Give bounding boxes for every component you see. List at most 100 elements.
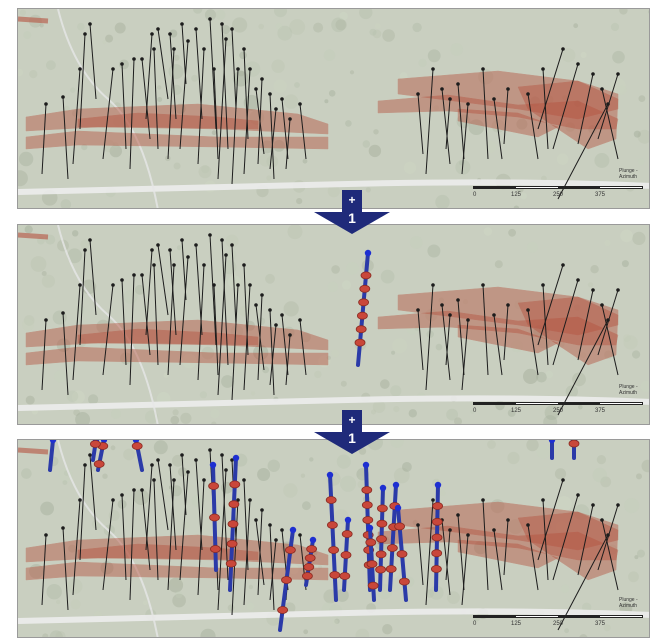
forest-texture bbox=[596, 455, 607, 465]
forest-texture bbox=[163, 372, 169, 378]
drillhole-collar bbox=[466, 318, 470, 322]
drill-intercept bbox=[361, 486, 373, 494]
drillhole-collar bbox=[440, 87, 444, 91]
forest-texture bbox=[123, 289, 138, 304]
forest-texture bbox=[357, 480, 366, 489]
ore-zone bbox=[18, 447, 49, 455]
existing-drillhole bbox=[457, 514, 465, 591]
drill-intercept bbox=[93, 460, 105, 468]
forest-texture bbox=[70, 87, 76, 93]
forest-texture bbox=[439, 490, 446, 496]
road bbox=[18, 179, 649, 195]
drillhole-collar bbox=[280, 97, 284, 101]
existing-drillhole bbox=[597, 73, 619, 140]
existing-drillhole bbox=[503, 304, 509, 361]
forest-texture bbox=[46, 60, 56, 71]
forest-texture bbox=[612, 50, 625, 64]
forest-texture bbox=[24, 225, 33, 234]
legend-line: Azimuth bbox=[619, 390, 638, 396]
existing-drillhole bbox=[269, 324, 277, 386]
drillhole-collar bbox=[456, 82, 460, 86]
forest-texture bbox=[113, 116, 123, 127]
legend-text: Plunge - Azimuth bbox=[619, 597, 645, 609]
forest-texture bbox=[39, 23, 44, 28]
ore-zone bbox=[25, 534, 329, 566]
forest-texture bbox=[170, 415, 180, 424]
existing-drillhole bbox=[153, 48, 159, 150]
forest-texture bbox=[153, 440, 168, 455]
down-arrow-icon bbox=[314, 190, 390, 234]
forest-texture bbox=[182, 353, 197, 369]
drillhole-collar bbox=[448, 528, 452, 532]
new-drillhole-collar bbox=[232, 454, 240, 462]
forest-texture bbox=[369, 28, 377, 36]
existing-drillhole bbox=[141, 58, 151, 140]
forest-texture bbox=[262, 366, 270, 374]
drillhole-collar bbox=[168, 248, 172, 252]
forest-texture bbox=[580, 51, 587, 59]
drill-intercept bbox=[131, 442, 143, 450]
forest-texture bbox=[487, 440, 496, 449]
existing-drillhole bbox=[179, 471, 189, 581]
existing-drillhole bbox=[281, 314, 289, 376]
existing-drillhole bbox=[157, 244, 169, 316]
existing-drillhole bbox=[79, 33, 86, 130]
forest-texture bbox=[55, 631, 66, 637]
forest-texture bbox=[556, 496, 572, 512]
drill-intercept bbox=[341, 530, 353, 538]
drillhole-collar bbox=[268, 308, 272, 312]
forest-texture bbox=[300, 332, 311, 343]
forest-texture bbox=[271, 59, 285, 73]
forest-texture bbox=[277, 25, 293, 41]
forest-texture bbox=[508, 228, 516, 237]
forest-texture bbox=[30, 256, 47, 272]
existing-drillhole bbox=[231, 244, 237, 326]
drillhole-collar bbox=[492, 313, 496, 317]
drillhole-collar bbox=[172, 263, 176, 267]
existing-drillhole bbox=[72, 68, 81, 165]
forest-texture bbox=[391, 350, 396, 355]
new-drillhole-collar bbox=[289, 526, 297, 534]
forest-texture bbox=[491, 119, 505, 133]
forest-texture bbox=[221, 375, 234, 388]
existing-drillhole bbox=[552, 279, 579, 366]
forest-texture bbox=[168, 577, 184, 593]
road bbox=[18, 608, 649, 624]
existing-drillhole bbox=[601, 304, 619, 376]
drillhole-collar bbox=[180, 453, 184, 457]
drillhole-collar bbox=[220, 238, 224, 242]
forest-texture bbox=[58, 467, 73, 482]
forest-texture bbox=[600, 476, 612, 488]
road bbox=[57, 225, 159, 424]
forest-texture bbox=[507, 409, 516, 417]
existing-drillhole bbox=[102, 499, 114, 591]
ore-zone bbox=[457, 539, 559, 569]
drillhole-collar bbox=[298, 102, 302, 106]
forest-texture bbox=[191, 74, 199, 82]
drillhole-collar bbox=[120, 278, 124, 282]
existing-drillhole bbox=[441, 304, 451, 381]
forest-texture bbox=[562, 95, 568, 101]
existing-drillhole bbox=[601, 519, 619, 591]
drill-intercept bbox=[303, 563, 315, 571]
legend-text: Plunge - Azimuth bbox=[619, 384, 645, 396]
drillhole-collar bbox=[600, 518, 604, 522]
drillhole-collar bbox=[220, 22, 224, 26]
forest-texture bbox=[18, 68, 24, 77]
drillhole-collar bbox=[224, 253, 228, 257]
scale-bar: 0 125 250 375 Plunge - Azimuth bbox=[473, 597, 643, 631]
forest-texture bbox=[332, 619, 338, 625]
existing-drillhole bbox=[41, 103, 47, 175]
existing-drillhole bbox=[221, 23, 229, 150]
forest-texture bbox=[536, 371, 547, 383]
forest-texture bbox=[545, 408, 557, 420]
forest-texture bbox=[393, 406, 400, 413]
forest-texture bbox=[266, 155, 279, 168]
forest-texture bbox=[109, 144, 123, 158]
forest-texture bbox=[632, 231, 646, 245]
forest-texture bbox=[450, 43, 464, 56]
forest-texture bbox=[19, 9, 26, 16]
drillhole-collar bbox=[440, 303, 444, 307]
forest-texture bbox=[327, 281, 339, 292]
existing-drillhole bbox=[197, 48, 205, 165]
